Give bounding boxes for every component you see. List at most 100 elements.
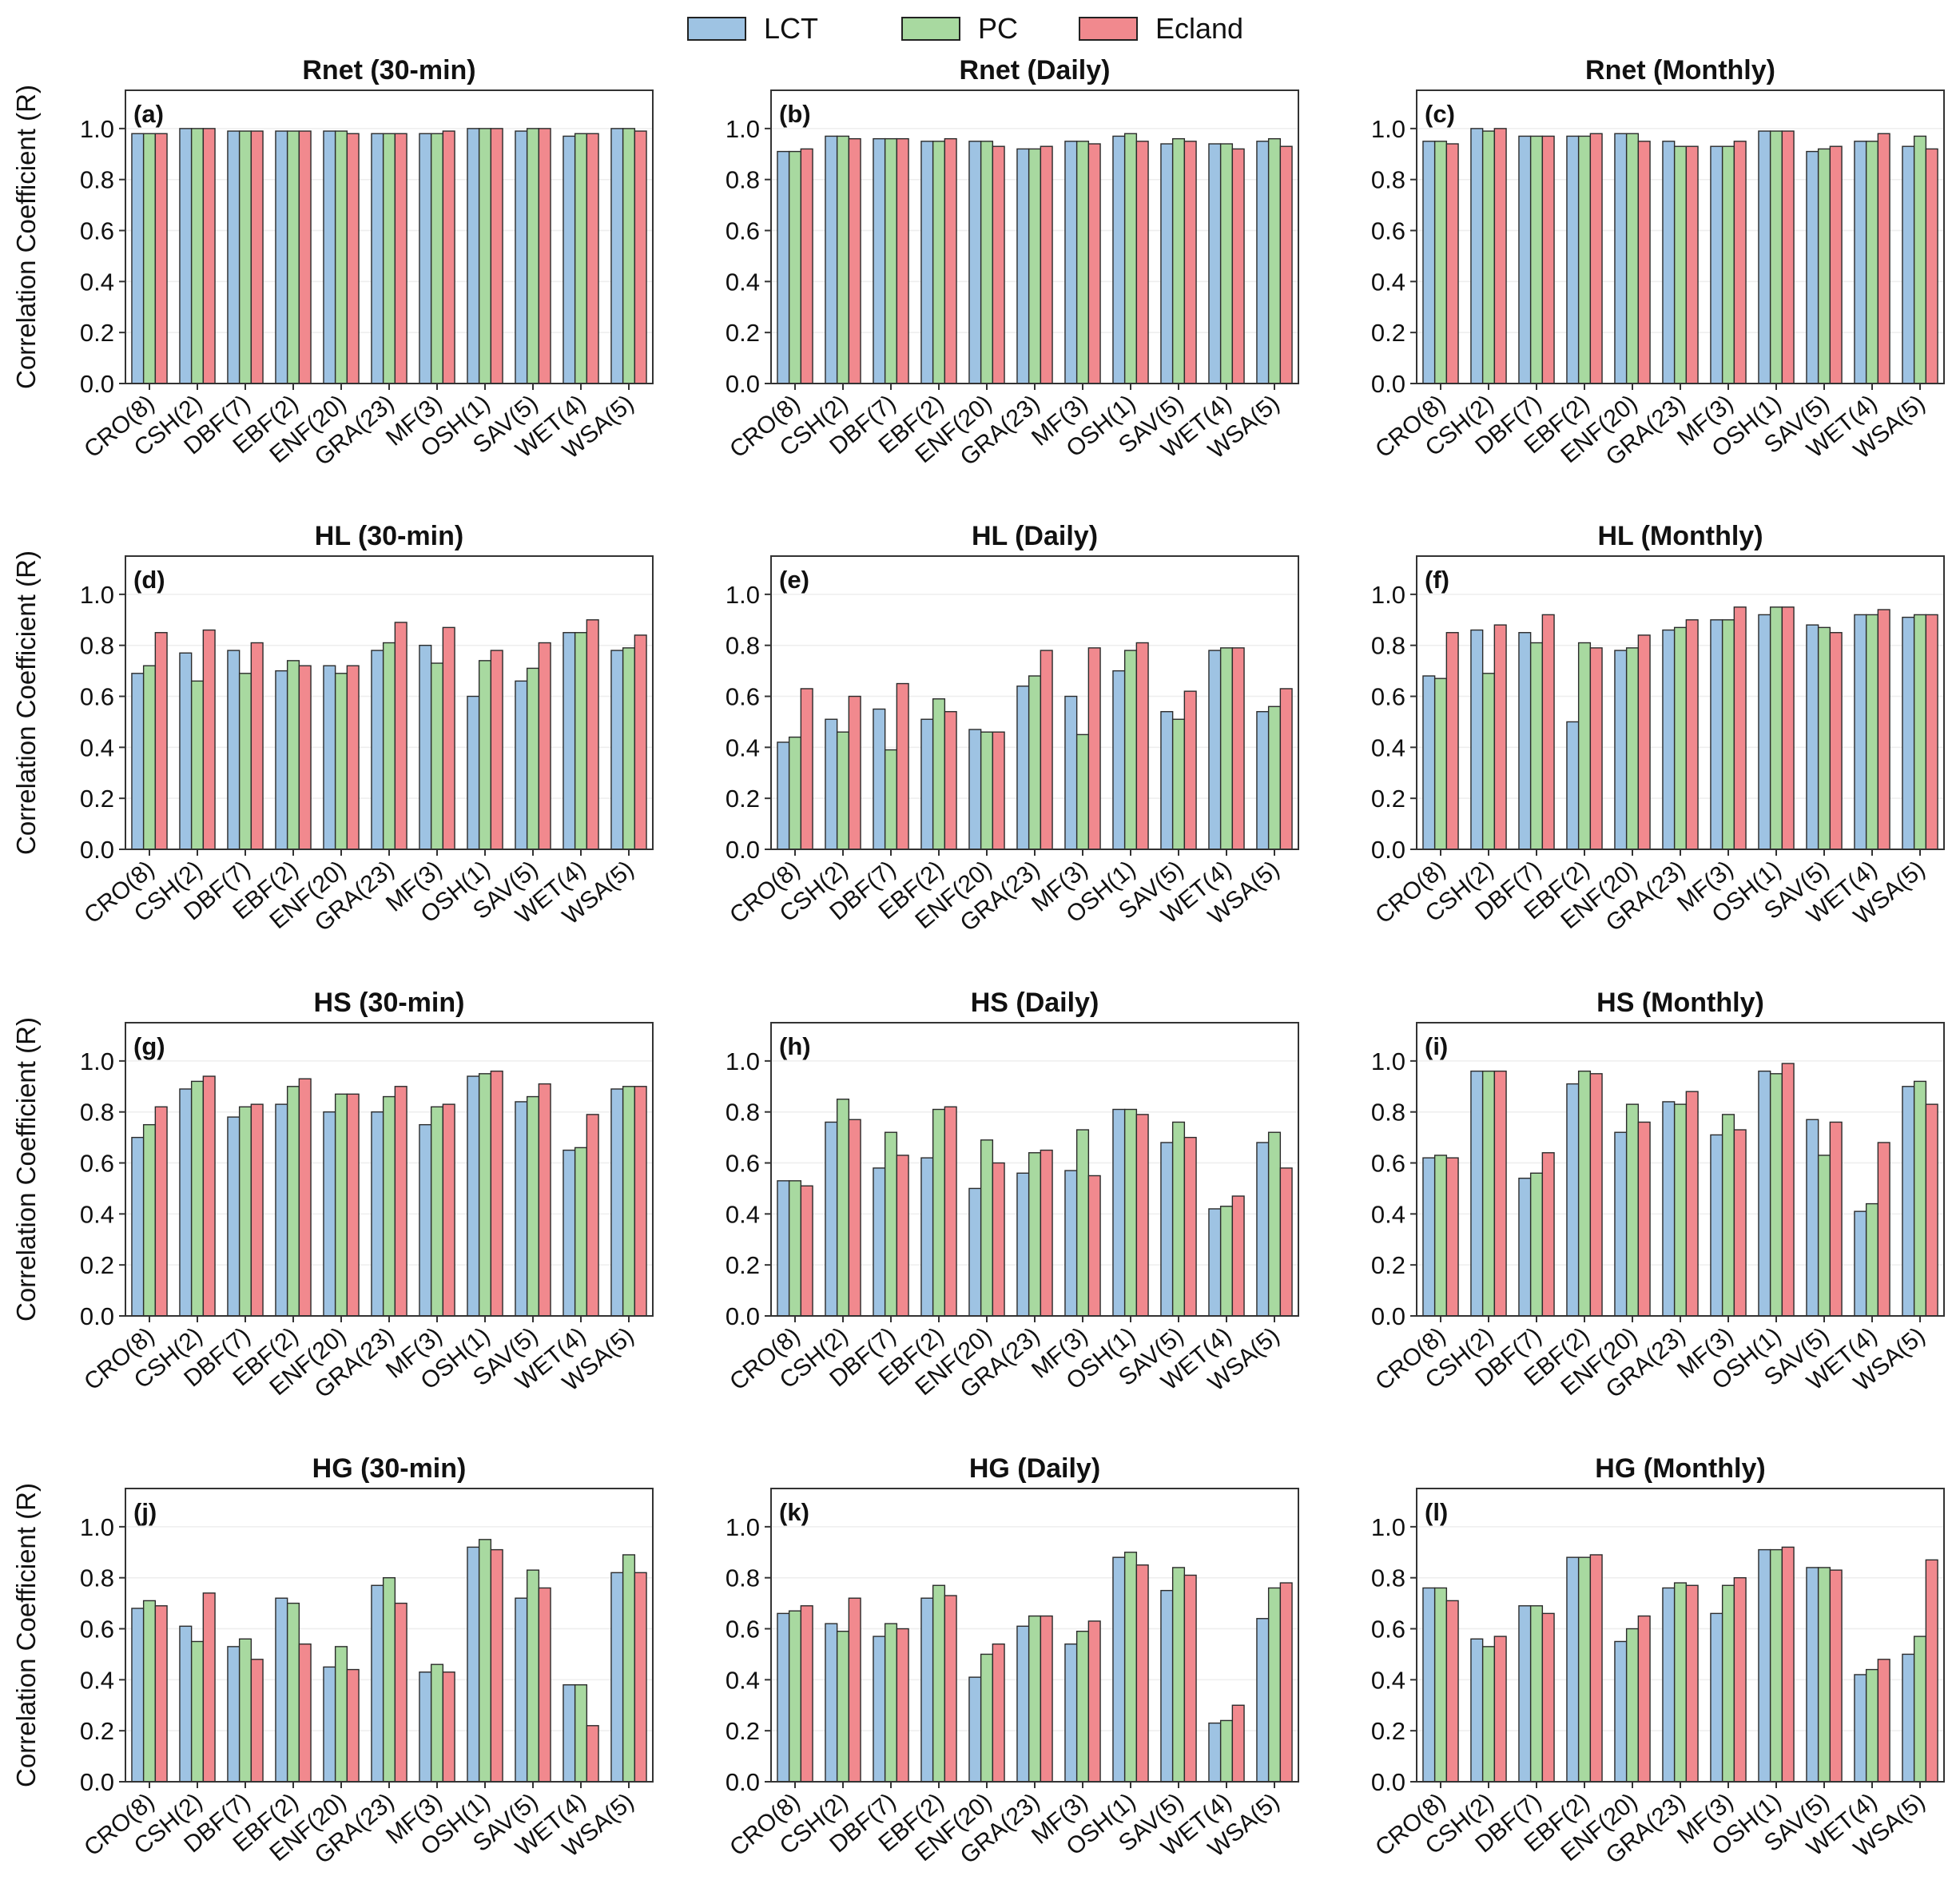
bar-lct-10	[1256, 710, 1270, 850]
panel-title: Rnet (30-min)	[302, 55, 475, 85]
panel-title: HS (Daily)	[971, 988, 1099, 1018]
bar-lct-1	[825, 135, 838, 384]
ytick-label: 0.8	[726, 1564, 760, 1592]
bar-ecland-6	[1087, 1175, 1101, 1317]
bar-lct-8	[515, 680, 528, 850]
ytick-label: 0.4	[80, 733, 114, 761]
bar-pc-10	[1913, 614, 1927, 850]
ytick-label: 0.6	[1371, 217, 1405, 245]
ytick-label: 0.4	[726, 1200, 760, 1228]
ytick-label: 0.6	[80, 683, 114, 711]
panel-title: HG (Monthly)	[1595, 1453, 1765, 1484]
bar-lct-3	[920, 141, 934, 384]
bar-ecland-1	[202, 1592, 216, 1783]
bar-lct-4	[1614, 650, 1628, 850]
bar-ecland-7	[1781, 130, 1795, 384]
bar-pc-2	[238, 1638, 252, 1783]
bar-ecland-6	[442, 626, 455, 850]
bar-ecland-5	[1040, 1149, 1053, 1317]
ytick-label: 1.0	[1371, 581, 1405, 609]
legend: LCT PC Ecland	[687, 6, 1294, 51]
panel-letter: (g)	[133, 1032, 165, 1060]
bar-lct-8	[1806, 624, 1819, 850]
bar-ecland-8	[538, 128, 551, 384]
bar-pc-0	[1433, 1587, 1448, 1783]
bar-lct-6	[1064, 695, 1078, 850]
panel-letter: (d)	[133, 566, 165, 594]
bar-ecland-1	[1493, 1070, 1507, 1317]
bar-lct-6	[419, 1123, 432, 1317]
bar-ecland-7	[1781, 606, 1795, 850]
bar-ecland-7	[490, 650, 503, 850]
bar-lct-2	[873, 708, 886, 850]
bar-ecland-7	[490, 128, 503, 384]
ytick-label: 0.0	[1371, 1768, 1405, 1796]
ytick-label: 0.6	[726, 217, 760, 245]
bar-pc-6	[430, 1663, 444, 1783]
bar-pc-2	[884, 137, 898, 384]
ytick-label: 0.2	[80, 785, 114, 813]
bar-lct-6	[1710, 1612, 1723, 1783]
bar-ecland-8	[1829, 1569, 1843, 1783]
ytick-label: 0.6	[1371, 1150, 1405, 1178]
ytick-label: 0.0	[80, 1302, 114, 1330]
bar-lct-9	[1854, 614, 1867, 850]
panel-title: Rnet (Monthly)	[1585, 55, 1775, 85]
bar-pc-4	[334, 1646, 348, 1783]
bar-pc-5	[1673, 145, 1688, 384]
bar-pc-7	[1123, 1552, 1138, 1783]
bar-ecland-6	[1087, 1620, 1101, 1783]
bar-lct-5	[1662, 629, 1676, 850]
bar-pc-3	[1577, 135, 1592, 384]
bar-pc-1	[836, 135, 850, 384]
panel-5: 0.00.20.40.60.81.0CRO(8)CSH(2)DBF(7)EBF(…	[1370, 521, 1945, 936]
bar-pc-8	[526, 128, 540, 384]
bar-pc-0	[788, 736, 802, 850]
bar-lct-3	[920, 1157, 934, 1317]
bar-pc-3	[1577, 642, 1592, 850]
bar-ecland-0	[1445, 632, 1459, 850]
bar-lct-3	[1566, 135, 1580, 384]
bar-ecland-3	[944, 1106, 957, 1317]
bar-pc-1	[190, 680, 205, 850]
bar-ecland-3	[1589, 1073, 1603, 1317]
bar-lct-3	[1566, 1556, 1580, 1783]
bar-ecland-2	[896, 682, 909, 850]
bar-ecland-5	[394, 133, 408, 384]
panel-title: HG (30-min)	[312, 1453, 467, 1484]
ytick-label: 0.4	[1371, 733, 1405, 761]
legend-swatch-pc	[901, 17, 960, 41]
bar-ecland-6	[1733, 1576, 1747, 1783]
bar-lct-7	[467, 1075, 480, 1317]
bar-pc-1	[836, 1099, 850, 1317]
bar-pc-7	[478, 660, 492, 850]
bar-lct-10	[610, 1572, 624, 1783]
bar-lct-4	[968, 729, 982, 850]
bar-lct-0	[777, 741, 790, 850]
bar-lct-5	[1662, 1587, 1676, 1783]
bar-ecland-1	[202, 128, 216, 384]
bar-lct-2	[1518, 1605, 1532, 1783]
bar-pc-3	[286, 130, 300, 384]
ytick-label: 0.0	[80, 1768, 114, 1796]
bar-ecland-10	[1925, 1559, 1938, 1783]
bar-ecland-0	[800, 1605, 813, 1783]
bar-pc-8	[1171, 137, 1186, 384]
bar-lct-8	[1160, 1589, 1174, 1783]
bar-ecland-5	[394, 1086, 408, 1317]
bar-pc-6	[1075, 733, 1090, 850]
bar-pc-10	[1267, 137, 1282, 384]
bar-ecland-5	[1685, 145, 1699, 384]
bar-pc-4	[1625, 1103, 1640, 1317]
bar-lct-7	[1112, 1556, 1126, 1783]
bar-pc-0	[142, 1600, 157, 1783]
bar-lct-4	[968, 141, 982, 384]
bar-pc-10	[622, 1086, 636, 1317]
bar-lct-8	[1160, 1142, 1174, 1317]
bar-lct-9	[563, 135, 576, 384]
ytick-label: 0.4	[1371, 268, 1405, 296]
bar-lct-9	[1208, 1722, 1222, 1783]
bar-ecland-10	[1925, 148, 1938, 384]
bar-lct-0	[777, 150, 790, 384]
bar-pc-5	[1673, 1582, 1688, 1783]
